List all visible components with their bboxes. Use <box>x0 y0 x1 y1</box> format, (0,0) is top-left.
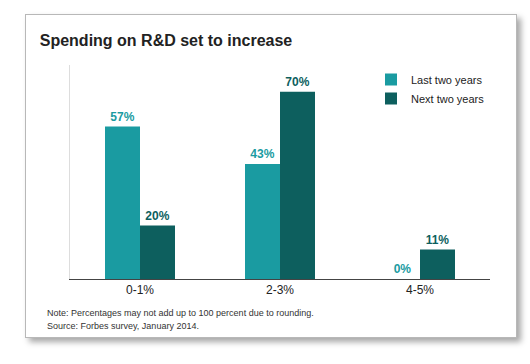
svg-text:0-1%: 0-1% <box>126 283 154 297</box>
svg-text:Next two years: Next two years <box>411 93 484 105</box>
svg-text:20%: 20% <box>145 209 169 223</box>
svg-text:Source: Forbes survey, January: Source: Forbes survey, January 2014. <box>47 321 199 331</box>
svg-text:Last two years: Last two years <box>411 74 482 86</box>
svg-text:43%: 43% <box>250 147 274 161</box>
svg-text:2-3%: 2-3% <box>266 283 294 297</box>
svg-text:57%: 57% <box>110 110 134 124</box>
svg-text:11%: 11% <box>426 233 450 247</box>
svg-text:Note: Percentages may not add: Note: Percentages may not add up to 100 … <box>47 308 314 318</box>
svg-text:4-5%: 4-5% <box>406 283 434 297</box>
svg-text:Spending on R&D set to increas: Spending on R&D set to increase <box>40 32 293 49</box>
svg-text:70%: 70% <box>285 75 309 89</box>
svg-text:0%: 0% <box>394 262 412 276</box>
